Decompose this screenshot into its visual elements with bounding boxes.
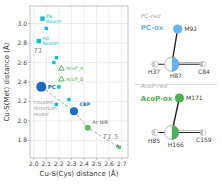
square-point (52, 61, 55, 64)
x-tick-label: 2.5 (92, 160, 102, 167)
point-label: AdAzurin (42, 36, 57, 46)
divider (134, 84, 218, 85)
y-grid-line (30, 120, 128, 121)
y-tick-label: 2.6 (17, 59, 27, 66)
cu-atom (165, 125, 179, 139)
cys-atom (200, 61, 206, 67)
x-tick-label: 2.7 (117, 160, 127, 167)
x-tick-label: 2.6 (104, 160, 114, 167)
atom-label: M92 (184, 25, 197, 32)
y-tick (28, 23, 30, 24)
cu-atom-outline (165, 57, 179, 71)
point-label: PaAzurin (46, 14, 61, 24)
atom-label: H85 (148, 137, 160, 144)
cu-atom-half (172, 57, 179, 71)
y-tick-label: 2.8 (17, 39, 27, 46)
annotation: coupleddistortionmodel (34, 100, 57, 117)
y-tick-label: 2.0 (17, 117, 27, 124)
atom-label: H166 (168, 141, 184, 148)
square-point (40, 16, 44, 20)
square-point (37, 39, 41, 43)
atom-label: C84 (198, 68, 210, 75)
square-point (55, 56, 58, 59)
x-tick-label: 2.1 (42, 160, 52, 167)
square-point (67, 98, 70, 101)
circle-point (36, 82, 46, 92)
structure: M92 H37 C84 H87 PC-red PC-ox (141, 12, 210, 80)
atom-label: C159 (196, 136, 212, 143)
annotation: T1.5 (103, 133, 119, 141)
atom-label: H37 (148, 68, 160, 75)
circle-point (85, 125, 91, 131)
y-tick (28, 120, 30, 121)
met-atom (175, 93, 184, 102)
point-label: Ac NIR (92, 120, 108, 125)
y-tick (28, 62, 30, 63)
his-atom (152, 129, 158, 135)
structure-title: PC-ox (141, 24, 164, 32)
annotations: T1 T1.5 coupleddistortionmodel (34, 47, 119, 141)
met-atom (173, 24, 182, 33)
triangle-point (59, 76, 64, 81)
cu-atom-outline (165, 125, 179, 139)
atom-label: H87 (170, 72, 182, 79)
y-tick-label: 2.2 (17, 97, 27, 104)
x-tick-label: 2.0 (29, 160, 39, 167)
grid (30, 6, 128, 158)
point-label: AcoP_A (66, 66, 84, 72)
y-tick (28, 140, 30, 141)
y-grid-line (30, 62, 128, 63)
triangle-point (59, 65, 64, 70)
cys-atom (200, 130, 206, 136)
chart: 2.02.12.22.32.42.52.62.71.82.02.22.42.62… (0, 0, 222, 189)
plot-frame (30, 6, 128, 158)
structure-diagrams: M92 H37 C84 H87 PC-red PC-ox M171 H85 C159 H166 Ac… (134, 12, 218, 148)
x-tick-label: 2.2 (54, 160, 64, 167)
structure-title: AcoP-ox (141, 95, 173, 103)
y-tick (28, 101, 30, 102)
dashed-trend-line (41, 87, 119, 147)
x-tick-label: 2.3 (67, 160, 77, 167)
axes: 2.02.12.22.32.42.52.62.71.82.02.22.42.62… (17, 20, 126, 167)
cu-atom (165, 57, 179, 71)
circle-point (70, 107, 78, 115)
structure-subtitle: PC-red (141, 12, 161, 19)
his-atom (152, 61, 158, 67)
square-point (118, 146, 121, 149)
structure: M171 H85 C159 H166 AcoP-red AcoP-ox (140, 82, 212, 148)
cys-atom-half (200, 61, 203, 67)
cys-atom-half (200, 130, 203, 136)
square-point (57, 85, 60, 88)
point-label: PC (48, 84, 56, 90)
y-axis-label: Cu-S(Met) distance (Å) (2, 42, 11, 121)
his-atom-half (152, 129, 155, 135)
y-tick (28, 43, 30, 44)
point-label: AcoP_B (66, 77, 83, 83)
x-axis-label: Cu-S(Cys) distance (Å) (40, 169, 119, 178)
annotation: T1 (34, 47, 43, 55)
x-tick-label: 2.4 (79, 160, 89, 167)
y-tick-label: 1.8 (17, 136, 27, 143)
cu-atom-half (172, 125, 179, 139)
his-atom-half (152, 61, 155, 67)
y-tick-label: 2.4 (17, 78, 27, 85)
square-point (45, 27, 48, 30)
atom-label: M171 (186, 94, 203, 101)
structure-subtitle: AcoP-red (140, 82, 168, 89)
y-grid-line (30, 23, 128, 24)
y-tick (28, 82, 30, 83)
marks (36, 16, 121, 149)
y-tick-label: 3.0 (17, 20, 27, 27)
point-label: CBP (79, 102, 90, 107)
